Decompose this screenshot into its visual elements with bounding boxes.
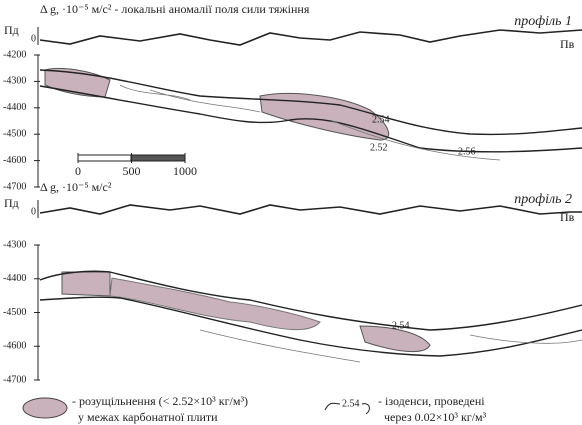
- depth-tick-label: -4300: [3, 76, 26, 87]
- depth-tick-label: -4200: [3, 49, 26, 60]
- depth-tick-label: -4600: [3, 155, 26, 166]
- legend-contour: [324, 402, 370, 415]
- legend-text: - розущільнення (< 2.52×10³ кг/м³): [72, 394, 248, 408]
- gravity-right: Пв: [560, 37, 575, 51]
- gravity-left: Пд: [4, 23, 19, 37]
- gravity-right: Пв: [560, 210, 575, 224]
- contour-label: 2.54: [392, 320, 410, 331]
- depth-tick-label: -4700: [3, 181, 26, 192]
- legend-text: через 0.02×10³ кг/м³: [384, 410, 487, 424]
- section-2: [39, 270, 582, 363]
- gravity-curve: [39, 204, 582, 215]
- scale-label: 500: [123, 164, 141, 178]
- gravity-zero: 0: [31, 33, 36, 44]
- scale-bar: [77, 154, 132, 162]
- profile-label: профіль 2: [514, 192, 572, 207]
- profile-label: профіль 1: [514, 14, 572, 29]
- gravity-title: Δ g, ·10⁻⁵ м/с²: [40, 180, 112, 194]
- depth-tick-label: -4400: [3, 102, 26, 113]
- contour-label: 2.54: [372, 114, 390, 125]
- depth-tick-label: -4700: [3, 374, 26, 385]
- scale-label: 0: [75, 164, 81, 178]
- contour-label: 2.52: [370, 142, 388, 153]
- depth-tick-label: -4600: [3, 341, 26, 352]
- scale-label: 1000: [173, 164, 197, 178]
- title: Δ g, ·10⁻⁵ м/с² - локальні аномалії поля…: [40, 2, 310, 16]
- gravity-curve: [39, 29, 582, 46]
- legend-text: - ізоденси, проведені: [378, 394, 485, 408]
- depth-tick-label: -4400: [3, 273, 26, 284]
- gravity-left: Пд: [4, 196, 19, 210]
- contour-label: 2.56: [458, 146, 476, 157]
- legend-contour-label: 2.54: [342, 398, 360, 409]
- depth-tick-label: -4300: [3, 239, 26, 250]
- gravity-zero: 0: [31, 206, 36, 217]
- depth-tick-label: -4500: [3, 307, 26, 318]
- section-1: [39, 67, 582, 161]
- depth-tick-label: -4500: [3, 128, 26, 139]
- legend-text: у межах карбонатної плити: [78, 410, 218, 424]
- legend-blob: [22, 397, 68, 419]
- scale-bar: [130, 154, 186, 162]
